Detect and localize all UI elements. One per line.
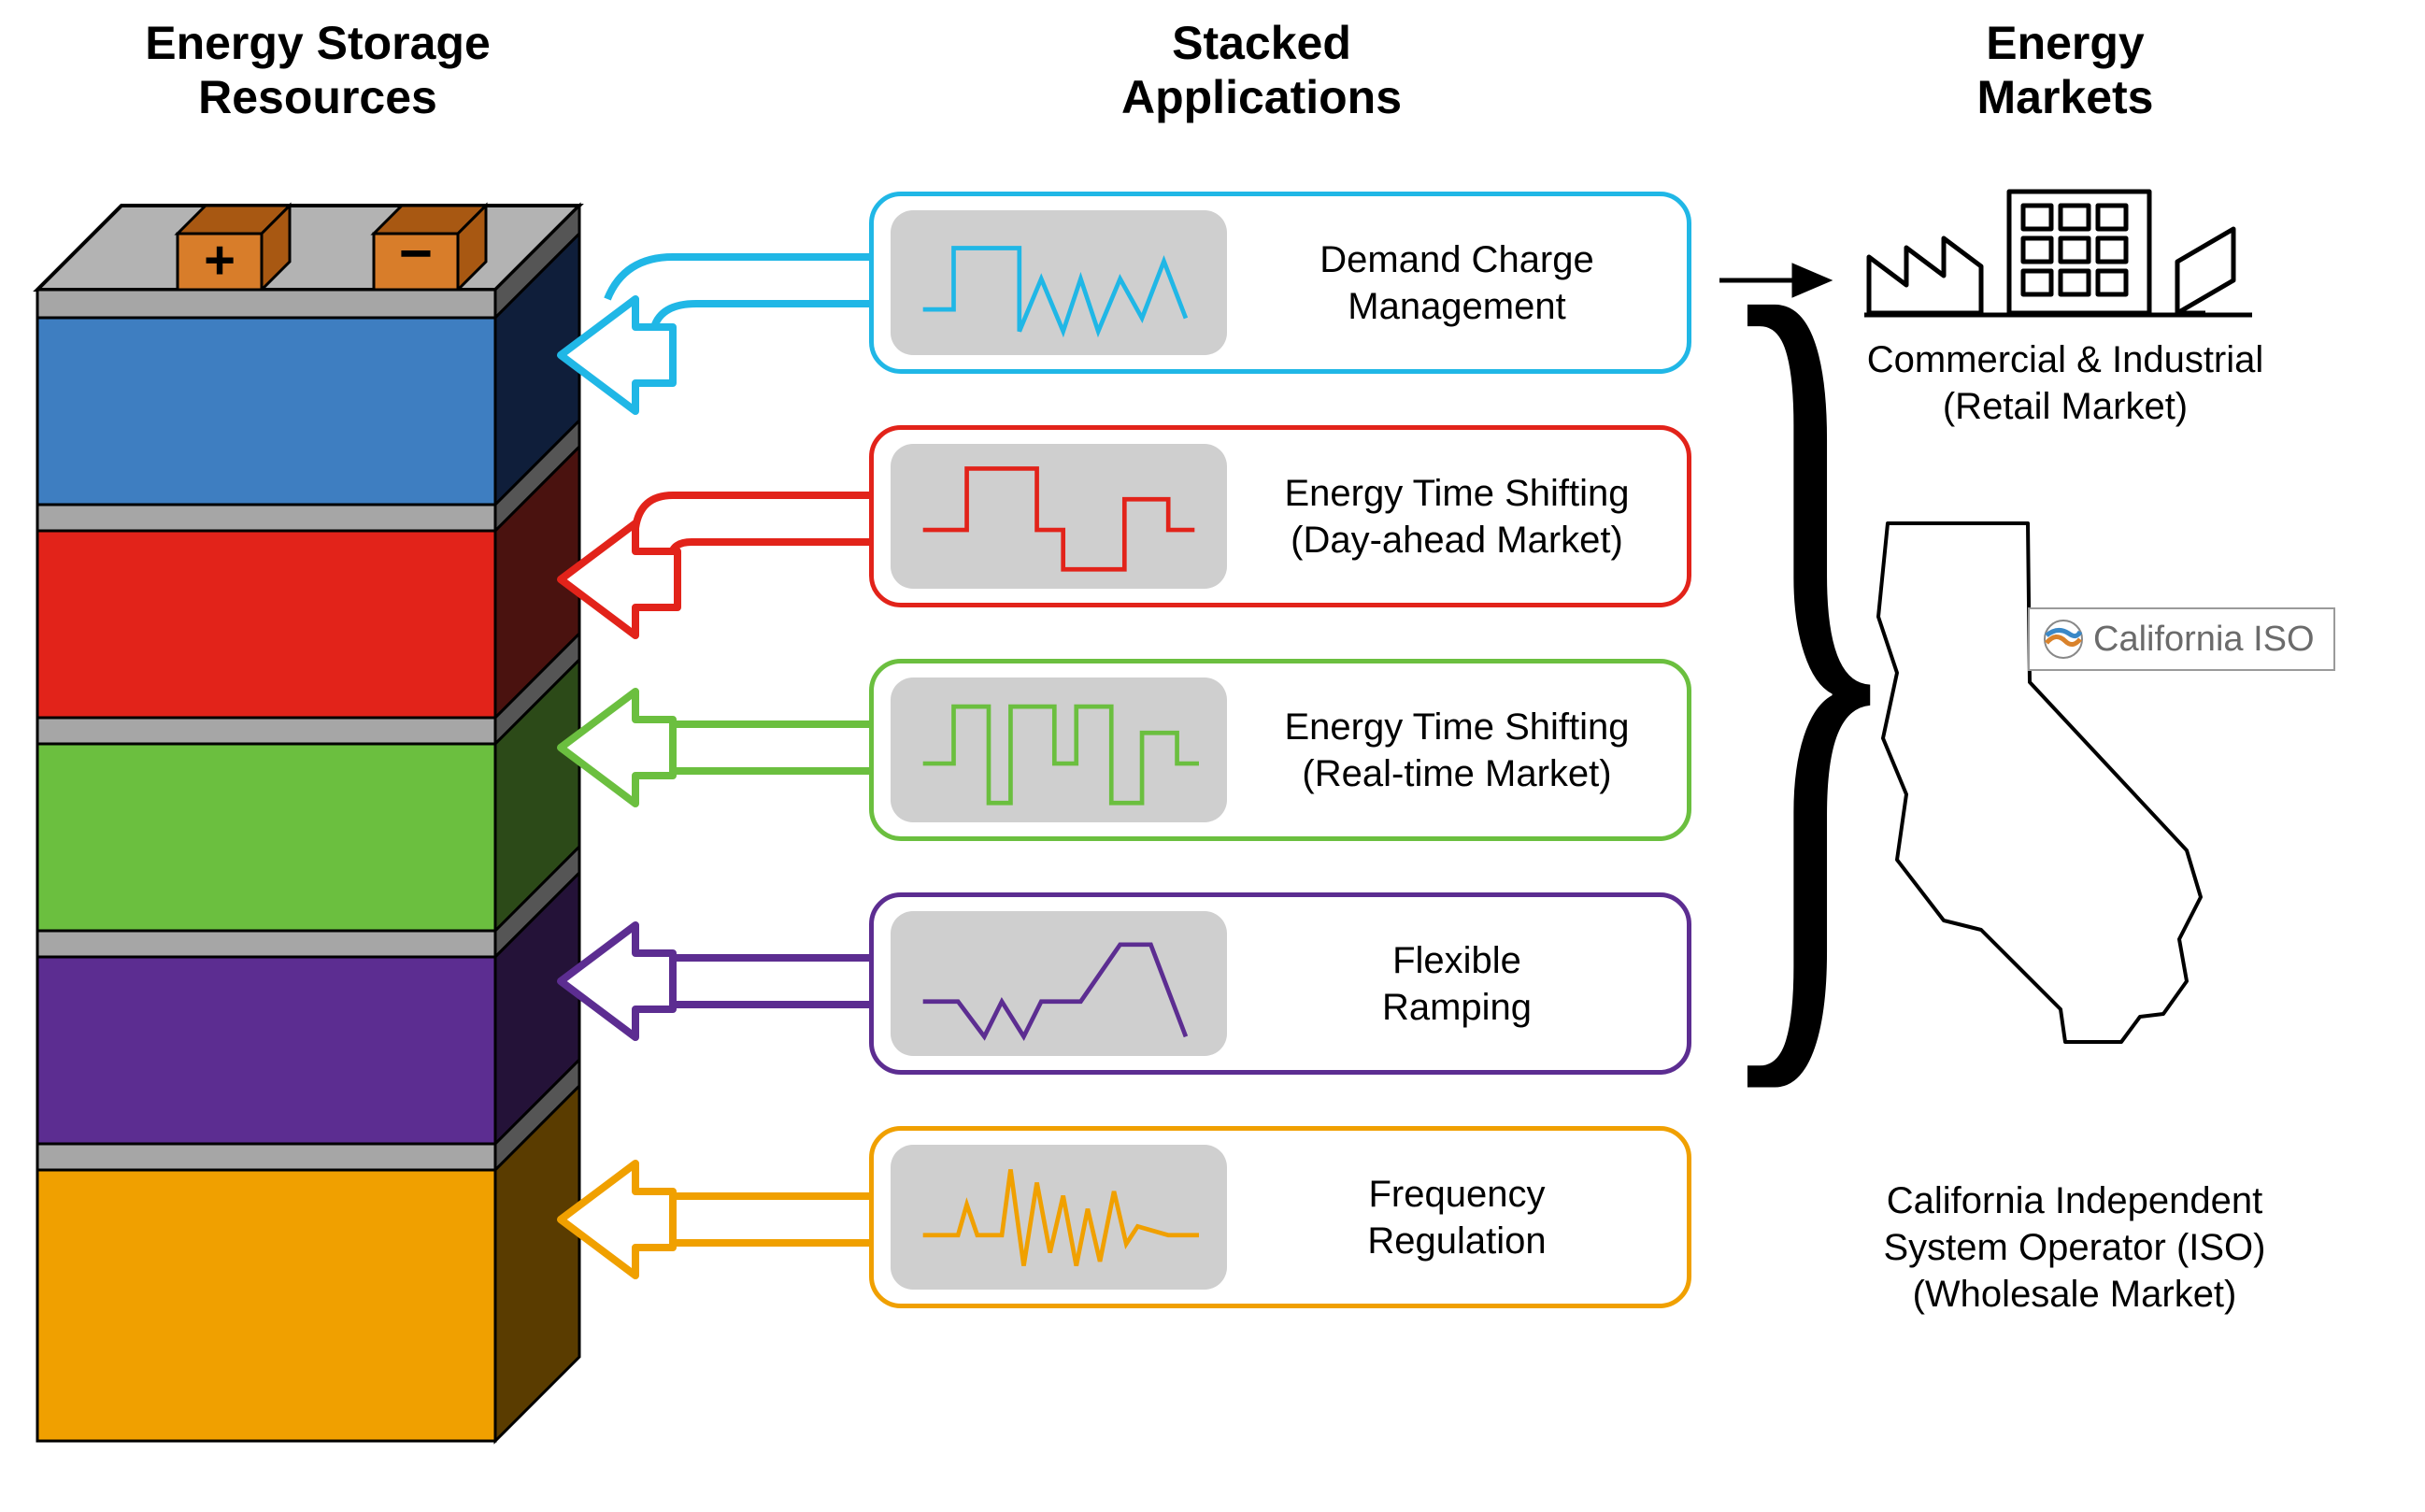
app-label: FlexibleRamping: [1227, 937, 1687, 1031]
app-flexible-ramp: FlexibleRamping: [869, 892, 1691, 1075]
california-icon: [1832, 505, 2243, 1065]
title-apps: StackedApplications: [934, 17, 1589, 124]
waveform-icon: [891, 911, 1227, 1056]
waveform-icon: [891, 678, 1227, 822]
waveform-icon: [891, 1145, 1227, 1290]
title-markets: EnergyMarkets: [1804, 17, 2327, 124]
battery-stack: + −: [28, 168, 598, 1495]
app-label: FrequencyRegulation: [1227, 1171, 1687, 1264]
app-demand-charge: Demand ChargeManagement: [869, 192, 1691, 374]
waveform-icon: [891, 210, 1227, 355]
app-freq-regulation: FrequencyRegulation: [869, 1126, 1691, 1308]
svg-text:−: −: [399, 221, 433, 286]
wholesale-market-label: California IndependentSystem Operator (I…: [1813, 1177, 2336, 1318]
caiso-badge: California ISO: [2028, 607, 2335, 671]
app-label: Energy Time Shifting(Day-ahead Market): [1227, 470, 1687, 563]
app-energy-time-rt: Energy Time Shifting(Real-time Market): [869, 659, 1691, 841]
title-storage: Energy StorageResources: [56, 17, 579, 124]
app-energy-time-da: Energy Time Shifting(Day-ahead Market): [869, 425, 1691, 607]
app-label: Energy Time Shifting(Real-time Market): [1227, 704, 1687, 797]
caiso-logo-icon: [2043, 619, 2084, 660]
commercial-industrial-icon: [1860, 173, 2261, 332]
caiso-label: California ISO: [2093, 620, 2315, 660]
svg-text:+: +: [204, 230, 235, 291]
app-label: Demand ChargeManagement: [1227, 236, 1687, 330]
waveform-icon: [891, 444, 1227, 589]
